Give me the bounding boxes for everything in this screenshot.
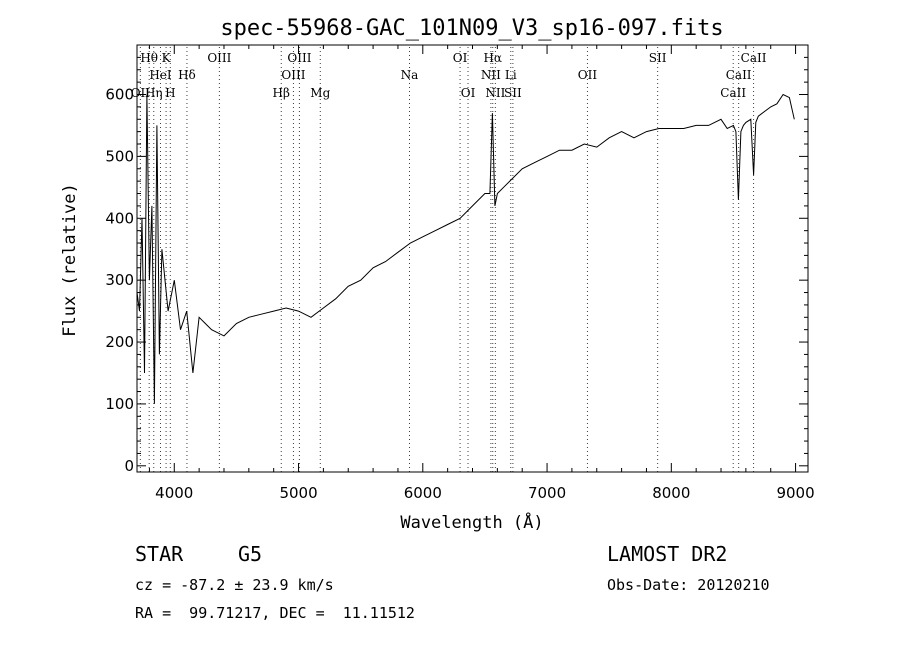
spectrum-chart: spec-55968-GAC_101N09_V3_sp16-097.fits H… <box>60 16 815 533</box>
line-marker-label-18: H <box>165 86 175 100</box>
y-axis-label: Flux (relative) <box>60 183 80 337</box>
x-tick-label: 9000 <box>776 484 814 502</box>
x-tick-label: 4000 <box>155 484 193 502</box>
line-marker-label-10: OIII <box>281 68 305 82</box>
y-tick-label: 400 <box>105 209 134 227</box>
line-marker-label-11: Na <box>401 68 419 82</box>
x-axis-label: Wavelength (Å) <box>400 511 543 533</box>
line-marker-label-6: SII <box>649 51 667 65</box>
line-marker-label-20: Mg <box>310 86 330 100</box>
object-class: STAR <box>135 542 184 566</box>
line-marker-label-15: CaII <box>726 68 752 82</box>
spectrum-line <box>136 93 795 404</box>
line-marker-label-17: Hη <box>145 86 163 100</box>
line-marker-label-13: Li <box>505 68 517 82</box>
line-marker-label-12: NII <box>481 68 501 82</box>
y-tick-label: 300 <box>105 271 134 289</box>
line-marker-label-23: SII <box>504 86 522 100</box>
line-marker-label-7: CaII <box>741 51 767 65</box>
line-marker-label-22: NII <box>485 86 505 100</box>
redshift-line: cz = -87.2 ± 23.9 km/s <box>135 576 334 594</box>
plot-frame <box>136 44 809 473</box>
obs-date: Obs-Date: 20120210 <box>607 576 770 594</box>
chart-title: spec-55968-GAC_101N09_V3_sp16-097.fits <box>220 16 723 41</box>
x-axis: 4000 5000 6000 7000 8000 9000 <box>148 45 815 502</box>
line-marker-label-3: OIII <box>287 51 311 65</box>
line-marker-label-9: Hδ <box>178 68 196 82</box>
y-tick-label: 600 <box>105 86 134 104</box>
line-marker-label-2: OIII <box>207 51 231 65</box>
line-marker-label-16: OII <box>131 86 151 100</box>
line-marker-label-14: OII <box>578 68 598 82</box>
x-tick-label: 6000 <box>404 484 442 502</box>
coordinates: RA = 99.71217, DEC = 11.11512 <box>135 604 415 622</box>
line-marker-label-19: Hβ <box>273 86 290 100</box>
x-tick-label: 8000 <box>652 484 690 502</box>
line-marker-label-5: Hα <box>483 51 502 65</box>
line-marker-label-21: OI <box>461 86 476 100</box>
y-tick-label: 200 <box>105 333 134 351</box>
line-marker-label-0: Hθ <box>140 51 158 65</box>
survey-label: LAMOST DR2 <box>607 542 728 566</box>
line-marker-label-4: OI <box>453 51 468 65</box>
line-marker-label-1: K <box>162 51 172 65</box>
y-tick-label: 0 <box>124 457 134 475</box>
line-marker-label-8: HeI <box>149 68 172 82</box>
y-axis: 0 100 200 300 400 500 600 <box>105 56 808 475</box>
y-tick-label: 100 <box>105 395 134 413</box>
y-tick-label: 500 <box>105 147 134 165</box>
object-subclass: G5 <box>238 542 263 566</box>
x-tick-label: 7000 <box>528 484 566 502</box>
line-marker-label-24: CaII <box>720 86 746 100</box>
x-tick-label: 5000 <box>279 484 317 502</box>
spectrum-trace <box>136 93 795 404</box>
